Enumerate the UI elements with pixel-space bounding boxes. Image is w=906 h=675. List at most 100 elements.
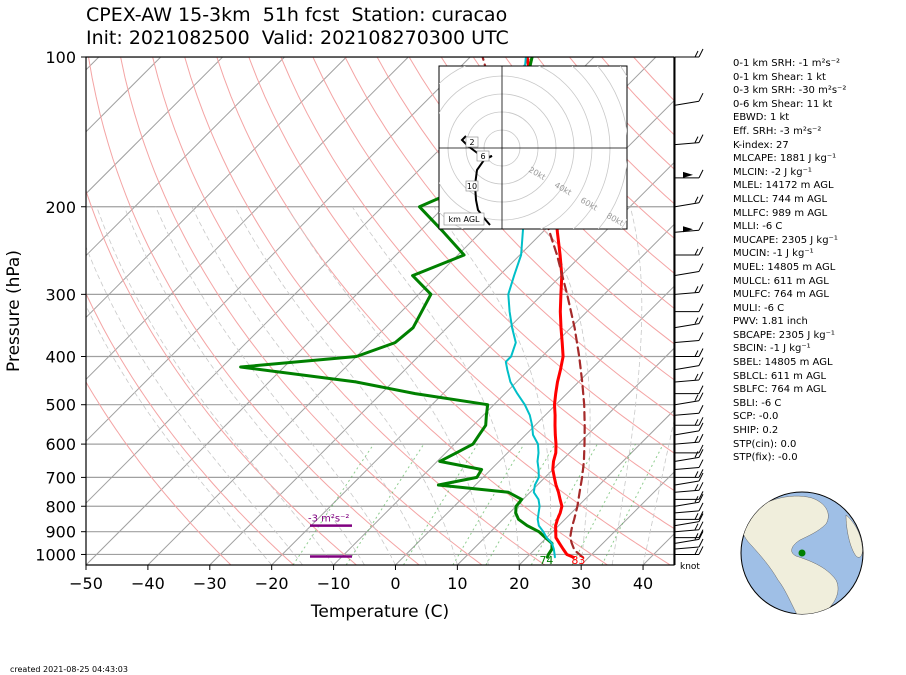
index-line: MLCIN: -2 J kg⁻¹: [733, 166, 812, 178]
wind-barb-flag: [698, 491, 704, 500]
wind-barb-flag: [698, 371, 704, 381]
wind-barb-flag: [698, 469, 704, 478]
index-line: MUCIN: -1 J kg⁻¹: [733, 248, 814, 260]
plot-frame: [85, 56, 675, 566]
wind-barb-shaft: [674, 521, 700, 527]
y-tick-label: 1000: [35, 545, 76, 564]
station-marker: [798, 549, 806, 557]
wind-barb-shaft: [674, 271, 700, 277]
wetbulb-profile: [504, 57, 556, 559]
wind-barb: [674, 459, 704, 471]
wind-barb: [675, 444, 704, 454]
wind-barb: [674, 263, 704, 277]
y-tick-label: 400: [45, 348, 76, 367]
moist-adiabat: [96, 206, 334, 565]
wind-barb: [675, 469, 704, 478]
wind-barb-flag: [698, 521, 704, 530]
dry-adiabat: [408, 57, 674, 345]
wind-barb: [674, 482, 704, 493]
wind-barb-flag: [698, 134, 704, 143]
wind-barb: [674, 221, 704, 233]
index-line: 0-1 km SRH: -1 m²s⁻²: [733, 58, 840, 69]
index-line: 0-1 km Shear: 1 kt: [733, 71, 826, 83]
wind-barb: [675, 169, 704, 179]
y-tick-label: 700: [45, 468, 76, 487]
wind-barb-shaft: [674, 480, 700, 486]
surface-value-label: 74: [539, 554, 553, 567]
wind-barb-flag: [694, 451, 699, 458]
index-line: STP(fix): -0.0: [733, 452, 798, 464]
dry-adiabat: [248, 57, 674, 530]
mixing-ratio-line: [485, 443, 556, 565]
moist-adiabat: [86, 304, 272, 565]
dry-adiabat: [86, 381, 232, 565]
index-line: MLCAPE: 1881 J kg⁻¹: [733, 153, 837, 165]
surface-value-label: 83: [571, 554, 585, 567]
wind-barb: [675, 348, 704, 358]
isotherm-line: [395, 285, 674, 565]
hodograph-height-box: [476, 150, 490, 162]
wind-barb: [674, 531, 704, 544]
globe-land: [741, 495, 863, 614]
wind-barb-shaft: [674, 400, 700, 406]
index-line: MLEL: 14172 m AGL: [733, 180, 834, 192]
dry-adiabat: [440, 57, 674, 309]
wind-barb-flag: [694, 136, 699, 143]
wind-barb-flag: [698, 482, 704, 491]
wind-barb-pennant: [683, 171, 693, 178]
hodograph-height-box: [465, 180, 479, 192]
dry-adiabat: [344, 57, 674, 417]
moist-adiabat: [642, 418, 674, 565]
y-tick-label: 100: [45, 48, 76, 67]
globe-locator: [740, 491, 864, 615]
hodograph-height-label: 10: [467, 182, 477, 191]
wind-barb-shaft: [674, 510, 700, 514]
wind-barb: [674, 494, 704, 507]
wind-barb-shaft: [674, 489, 700, 493]
isotherm-line: [86, 57, 347, 319]
wind-barb-flag: [698, 531, 704, 540]
wind-barb-shaft: [674, 430, 700, 436]
wind-barb: [675, 48, 704, 58]
wind-barb-flag: [698, 357, 704, 366]
wind-barb-flag: [694, 248, 699, 256]
wind-barb-flag: [694, 419, 699, 426]
moist-adiabat: [86, 245, 303, 565]
wind-barb: [674, 357, 704, 371]
mixing-ratio-line: [601, 443, 664, 565]
wind-units-label: knot: [680, 562, 700, 572]
wind-barb-flag: [698, 315, 704, 324]
x-tick-label: −20: [255, 574, 289, 593]
index-line: Eff. SRH: -3 m²s⁻²: [733, 125, 822, 137]
wind-barb-flag: [694, 350, 699, 357]
x-tick-label: 40: [633, 574, 653, 593]
moist-adiabat: [611, 206, 643, 565]
wind-barb-shaft: [674, 340, 700, 344]
moist-adiabat: [531, 206, 591, 565]
wind-barb-flag: [698, 459, 704, 468]
isotherm-line: [580, 471, 674, 565]
wind-barb-flag: [698, 529, 704, 538]
y-tick-label: 800: [45, 497, 76, 516]
wind-barb: [675, 246, 704, 256]
mixing-ratio-line: [345, 443, 425, 565]
wind-barb-shaft: [674, 441, 700, 445]
wind-barb-flag: [698, 92, 704, 102]
wind-barb: [675, 529, 704, 539]
index-line: MLLCL: 744 m AGL: [733, 193, 828, 205]
wind-barb-flag: [698, 246, 704, 256]
dry-adiabat: [88, 57, 420, 565]
moist-adiabat: [234, 206, 458, 565]
x-tick-label: −40: [131, 574, 165, 593]
index-line: SBCIN: -1 J kg⁻¹: [733, 343, 811, 355]
srh-label: -3 m²s⁻²: [308, 514, 349, 525]
isotherm-line: [209, 100, 674, 565]
wind-barb-flag: [698, 449, 704, 458]
dry-adiabat: [376, 57, 674, 381]
isotherm-line: [271, 161, 674, 565]
wind-barb-flag: [694, 196, 699, 203]
wind-barb: [674, 371, 704, 383]
wind-barb-flag: [698, 405, 704, 414]
wind-barb-shaft: [674, 529, 700, 533]
